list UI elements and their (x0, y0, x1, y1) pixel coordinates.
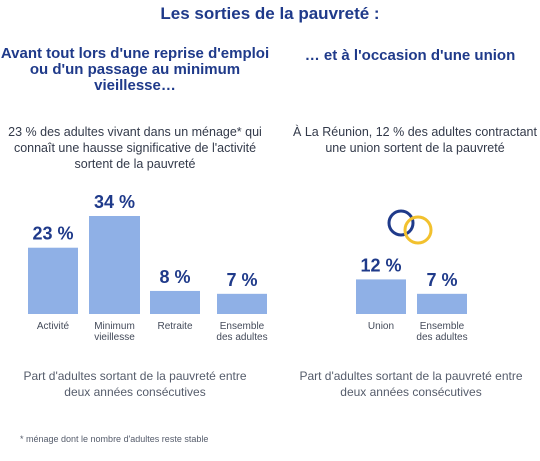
bar-1-1 (417, 293, 467, 314)
bar-0-1 (89, 216, 140, 314)
ring-yellow (403, 215, 433, 245)
page-title: Les sorties de la pauvreté : (160, 4, 380, 23)
ring-blue (387, 209, 415, 237)
category-label-0-2: Retraite (157, 321, 192, 332)
bar-1-0 (356, 279, 406, 314)
value-label-0-2: 8 % (159, 267, 190, 287)
left-panel-description: 23 % des adultes vivant dans un ménage* … (8, 125, 262, 171)
bar-0-2 (150, 290, 200, 314)
category-label-0-3: Ensemble des adultes (216, 321, 267, 343)
left-panel-subtitle: Avant tout lors d'une reprise d'emploi o… (0, 45, 270, 94)
right-panel-subtitle: … et à l'occasion d'une union (304, 47, 516, 64)
footnote: * ménage dont le nombre d'adultes reste … (20, 434, 209, 444)
value-label-1-1: 7 % (426, 270, 457, 290)
bar-0-0 (28, 247, 78, 314)
right-chart-caption: Part d'adultes sortant de la pauvreté en… (299, 369, 523, 399)
two-rings-icon (387, 209, 433, 245)
right-panel-description: À La Réunion, 12 % des adultes contracta… (293, 125, 537, 155)
category-label-1-0: Union (368, 321, 394, 332)
value-label-0-0: 23 % (32, 224, 73, 244)
value-label-0-1: 34 % (94, 192, 135, 212)
bar-0-3 (217, 293, 267, 314)
category-label-0-0: Activité (37, 321, 70, 332)
left-chart-caption: Part d'adultes sortant de la pauvreté en… (23, 369, 247, 399)
category-label-1-1: Ensemble des adultes (416, 321, 467, 343)
category-label-0-1: Minimum vieillesse (94, 321, 135, 343)
value-label-0-3: 7 % (226, 270, 257, 290)
value-label-1-0: 12 % (360, 255, 401, 275)
